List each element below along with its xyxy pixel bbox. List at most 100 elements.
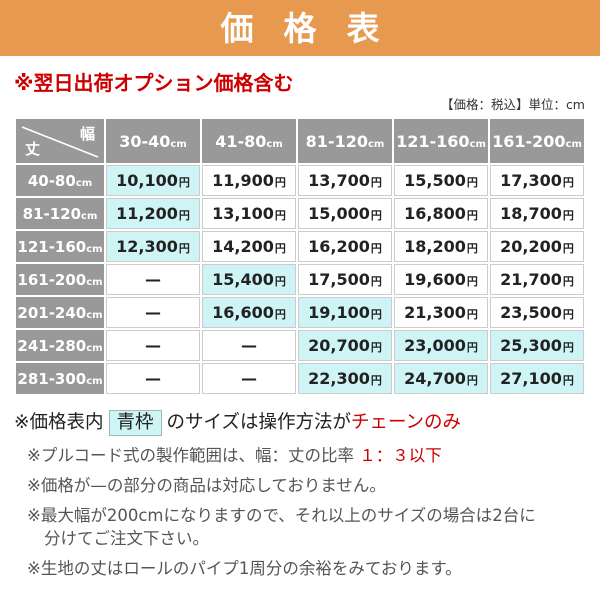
price-value: 11,900: [212, 171, 274, 190]
price-value: 14,200: [212, 237, 274, 256]
price-value: 23,000: [404, 336, 466, 355]
size-range: 241-280: [17, 336, 87, 355]
yen-suffix: 円: [274, 275, 286, 288]
yen-suffix: 円: [562, 209, 574, 222]
yen-suffix: 円: [178, 209, 190, 222]
price-value: 21,700: [500, 270, 562, 289]
yen-suffix: 円: [178, 242, 190, 255]
yen-suffix: 円: [466, 275, 478, 288]
price-value: 19,100: [308, 303, 370, 322]
price-cell: 20,700円: [298, 330, 392, 361]
yen-suffix: 円: [178, 176, 190, 189]
yen-suffix: 円: [466, 176, 478, 189]
price-value: 23,500: [500, 303, 562, 322]
max-width-note-line1: ※最大幅が200cmになりますので、それ以上のサイズの場合は2台に: [27, 506, 536, 525]
price-value: 17,300: [500, 171, 562, 190]
blue-frame-badge: 青枠: [108, 410, 162, 437]
yen-suffix: 円: [466, 209, 478, 222]
price-value: 11,200: [116, 204, 178, 223]
cm-unit: cm: [565, 138, 582, 150]
yen-suffix: 円: [562, 374, 574, 387]
size-range: 41-80: [215, 131, 267, 151]
price-value: 15,000: [308, 204, 370, 223]
price-cell: 16,200円: [298, 231, 392, 262]
size-range: 81-120: [22, 204, 82, 223]
table-row: 121-160cm 12,300円 14,200円 16,200円 18,200円 20,…: [16, 231, 584, 262]
price-cell: 22,300円: [298, 363, 392, 394]
cm-unit: cm: [86, 243, 103, 255]
yen-suffix: 円: [562, 176, 574, 189]
max-width-note: ※最大幅が200cmになりますので、それ以上のサイズの場合は2台に 分けてご注文…: [27, 504, 600, 550]
col-header-width: 41-80cm: [202, 119, 296, 163]
price-value: 12,300: [116, 237, 178, 256]
size-range: 281-300: [17, 369, 87, 388]
shipping-option-notice: ※翌日出荷オプション価格含む: [14, 71, 294, 95]
price-cell-empty: —: [106, 297, 200, 328]
max-width-note-line2: 分けてご注文下さい。: [44, 529, 209, 549]
price-cell: 15,400円: [202, 264, 296, 295]
yen-suffix: 円: [274, 209, 286, 222]
price-value: 16,600: [212, 303, 274, 322]
price-value: 18,200: [404, 237, 466, 256]
yen-suffix: 円: [274, 176, 286, 189]
yen-suffix: 円: [274, 242, 286, 255]
size-range: 161-200: [492, 131, 566, 151]
price-cell: 21,700円: [490, 264, 584, 295]
price-cell: 15,000円: [298, 198, 392, 229]
yen-suffix: 円: [466, 374, 478, 387]
price-cell-empty: —: [106, 264, 200, 295]
price-cell: 24,700円: [394, 363, 488, 394]
corner-width-label: 幅: [79, 125, 95, 143]
row-header-length: 201-240cm: [16, 297, 104, 328]
price-cell: 10,100円: [106, 165, 200, 196]
yen-suffix: 円: [466, 242, 478, 255]
price-unit-note: 【価格：税込】単位：cm: [440, 97, 585, 112]
price-table: 幅 丈 30-40cm 41-80cm 81-120cm 121-160cm 161-2…: [14, 117, 586, 396]
price-value: 17,500: [308, 270, 370, 289]
price-cell: 13,700円: [298, 165, 392, 196]
cm-unit: cm: [75, 177, 93, 189]
col-header-width: 121-160cm: [394, 119, 488, 163]
yen-suffix: 円: [466, 308, 478, 321]
col-header-width: 30-40cm: [106, 119, 200, 163]
cm-unit: cm: [469, 138, 486, 150]
size-range: 121-160: [17, 237, 87, 256]
price-cell: 25,300円: [490, 330, 584, 361]
footnotes: ※価格表内 青枠 のサイズは操作方法がチェーンのみ ※プルコード式の製作範囲は、幅：…: [14, 410, 600, 580]
table-row: 81-120cm 11,200円 13,100円 15,000円 16,800円 18,7…: [16, 198, 584, 229]
cm-unit: cm: [266, 138, 283, 150]
table-row: 201-240cm —16,600円 19,100円 21,300円 23,500円: [16, 297, 584, 328]
col-header-width: 161-200cm: [490, 119, 584, 163]
row-header-length: 161-200cm: [16, 264, 104, 295]
price-cell: 16,600円: [202, 297, 296, 328]
yen-suffix: 円: [562, 275, 574, 288]
yen-suffix: 円: [370, 308, 382, 321]
price-cell: 11,200円: [106, 198, 200, 229]
yen-suffix: 円: [562, 242, 574, 255]
corner-cell: 幅 丈: [16, 119, 104, 163]
price-value: 13,700: [308, 171, 370, 190]
price-cell-empty: —: [202, 330, 296, 361]
table-row: 40-80cm 10,100円 11,900円 13,700円 15,500円 17,30…: [16, 165, 584, 196]
price-value: 21,300: [404, 303, 466, 322]
size-range: 81-120: [305, 131, 368, 151]
price-value: 24,700: [404, 369, 466, 388]
price-cell: 19,100円: [298, 297, 392, 328]
size-range: 161-200: [17, 270, 87, 289]
price-cell: 14,200円: [202, 231, 296, 262]
yen-suffix: 円: [370, 275, 382, 288]
yen-suffix: 円: [370, 242, 382, 255]
pull-cord-note-text: ※プルコード式の製作範囲は、幅：丈の比率: [27, 445, 360, 465]
cm-unit: cm: [367, 138, 385, 150]
ratio-limit-text: １：３以下: [359, 445, 442, 465]
price-cell: 13,100円: [202, 198, 296, 229]
price-value: 10,100: [116, 171, 178, 190]
price-value: 15,500: [404, 171, 466, 190]
row-header-length: 81-120cm: [16, 198, 104, 229]
table-header-row: 幅 丈 30-40cm 41-80cm 81-120cm 121-160cm 161-2…: [16, 119, 584, 163]
price-cell-empty: —: [202, 363, 296, 394]
cm-unit: cm: [86, 375, 103, 387]
yen-suffix: 円: [370, 374, 382, 387]
size-range: 121-160: [396, 131, 470, 151]
dash-cells-note: ※価格が—の部分の商品は対応しておりません。: [27, 475, 386, 495]
